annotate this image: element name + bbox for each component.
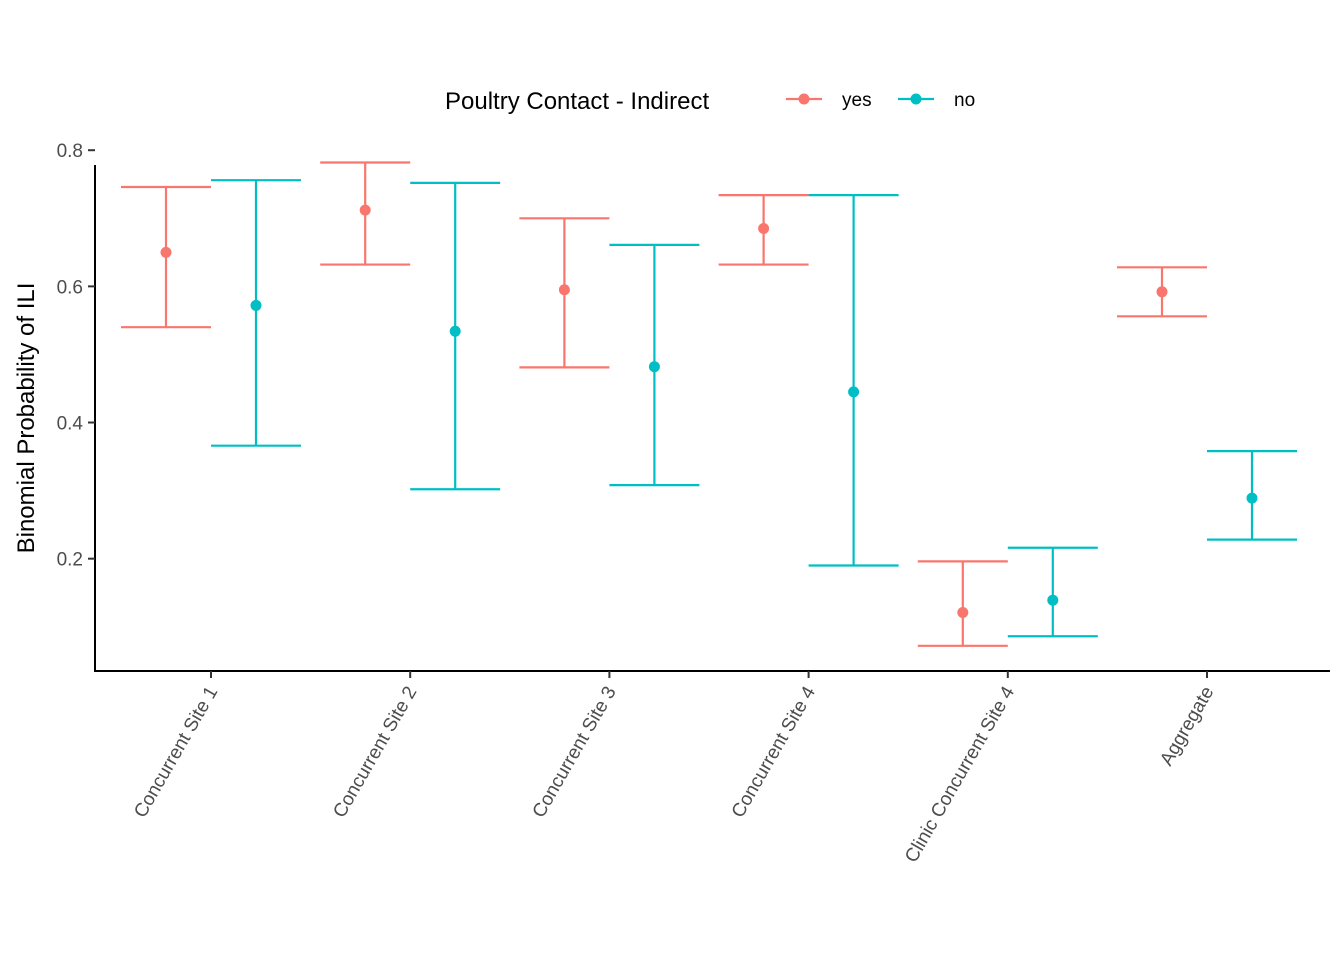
point-no — [848, 386, 860, 398]
errorbar-no — [808, 194, 899, 567]
errorbar-yes — [1117, 266, 1207, 318]
legend-label: yes — [842, 90, 872, 111]
x-tick-label: Clinic Concurrent Site 4 — [901, 683, 1019, 867]
errorbar-yes — [718, 194, 809, 266]
errorbar-yes — [917, 560, 1008, 647]
point-yes — [160, 246, 172, 258]
point-yes — [758, 223, 770, 234]
errorbar-yes — [121, 185, 211, 329]
y-tick-label: 0.8 — [57, 141, 83, 162]
point-no — [1246, 492, 1258, 504]
x-tick-label: Concurrent Site 3 — [529, 683, 621, 822]
point-yes — [1156, 286, 1168, 298]
series-no — [211, 179, 1297, 638]
errorbar-no — [1007, 546, 1098, 638]
y-axis-title: Binomial Probability of ILI — [13, 283, 40, 554]
legend-item-yes: yes — [786, 90, 872, 111]
x-tick-label: Concurrent Site 4 — [728, 683, 820, 822]
errorbar-no — [211, 179, 301, 447]
legend-title: Poultry Contact - Indirect — [445, 88, 709, 115]
point-yes — [957, 606, 969, 618]
plot-area: 0.2 0.4 0.6 0.8 Concurrent Site 1 Concurrent … — [57, 141, 1330, 866]
point-yes — [359, 204, 371, 216]
legend-item-no: no — [898, 90, 975, 111]
point-no — [1047, 594, 1059, 606]
point-yes — [558, 284, 570, 296]
x-tick-label: Concurrent Site 2 — [329, 683, 421, 822]
x-tick-label: Aggregate — [1156, 683, 1218, 769]
y-tick-label: 0.4 — [57, 414, 84, 435]
legend-label: no — [954, 90, 975, 111]
legend: Poultry Contact - Indirect yes no — [445, 88, 975, 115]
series-yes — [121, 161, 1207, 647]
errorbar-no — [1207, 450, 1297, 541]
y-tick-label: 0.2 — [57, 550, 83, 571]
legend-key-point — [798, 93, 810, 105]
x-tick-label: Concurrent Site 1 — [130, 683, 222, 822]
legend-key-point — [910, 93, 922, 105]
errorbar-yes — [519, 217, 610, 369]
point-no — [449, 325, 461, 337]
errorbar-no — [609, 243, 700, 487]
point-no — [250, 299, 262, 311]
errorbar-no — [410, 181, 501, 491]
point-no — [648, 361, 660, 373]
errorbar-yes — [320, 161, 411, 266]
y-tick-label: 0.6 — [57, 277, 83, 298]
